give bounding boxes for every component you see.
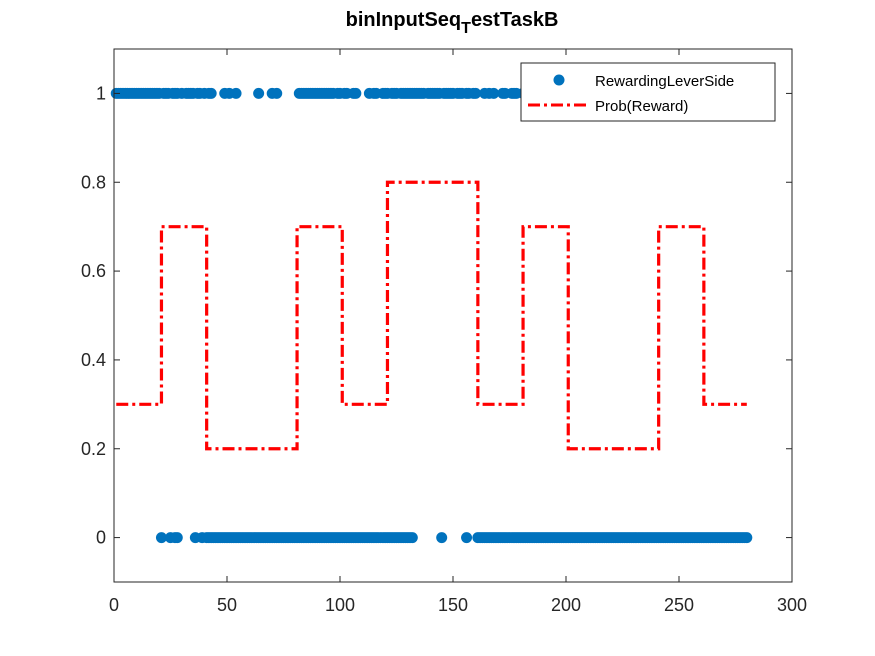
x-tick-label: 300 bbox=[777, 595, 807, 615]
legend-box bbox=[520, 62, 776, 122]
rewarding-lever-side-point bbox=[271, 87, 283, 99]
x-tick-label: 0 bbox=[109, 595, 119, 615]
legend: RewardingLeverSide Prob(Reward) bbox=[520, 62, 776, 122]
y-tick-label: 0 bbox=[96, 528, 106, 548]
y-tick-label: 0.2 bbox=[81, 439, 106, 459]
rewarding-lever-side-point bbox=[205, 87, 217, 99]
chart-title-main: binInputSeq bbox=[346, 9, 462, 31]
plot-area bbox=[114, 49, 792, 582]
x-tick-label: 50 bbox=[217, 595, 237, 615]
legend-label-prob-reward: Prob(Reward) bbox=[595, 98, 688, 115]
y-tick-label: 1 bbox=[96, 83, 106, 103]
chart-title-suffix: estTaskB bbox=[471, 9, 558, 31]
y-tick-label: 0.6 bbox=[81, 261, 106, 281]
rewarding-lever-side-point bbox=[488, 87, 500, 99]
rewarding-lever-side-point bbox=[470, 87, 482, 99]
legend-marker-rewarding-lever-side bbox=[553, 74, 565, 86]
rewarding-lever-side-point bbox=[171, 532, 183, 544]
prob-reward-line-group bbox=[116, 180, 747, 451]
chart-title: binInputSeqTestTaskB bbox=[346, 9, 559, 37]
x-tick-label: 250 bbox=[664, 595, 694, 615]
rewarding-lever-side-point bbox=[350, 87, 362, 99]
y-tick-label: 0.4 bbox=[81, 350, 106, 370]
rewarding-lever-side-point bbox=[230, 87, 242, 99]
prob-reward-step-line bbox=[116, 180, 747, 451]
rewarding-lever-side-point bbox=[253, 87, 265, 99]
y-tick-label: 0.8 bbox=[81, 172, 106, 192]
legend-label-rewarding-lever-side: RewardingLeverSide bbox=[595, 73, 734, 90]
rewarding-lever-side-points-group bbox=[110, 87, 753, 544]
rewarding-lever-side-point bbox=[741, 532, 753, 544]
axis-ticks-group: 0 50 100 150 200 250 300 0 0.2 0.4 0.6 0.8 1 bbox=[81, 49, 807, 615]
rewarding-lever-side-point bbox=[461, 532, 473, 544]
x-tick-label: 150 bbox=[438, 595, 468, 615]
chart-title-subscript: T bbox=[461, 20, 471, 37]
rewarding-lever-side-point bbox=[406, 532, 418, 544]
x-tick-label: 100 bbox=[325, 595, 355, 615]
rewarding-lever-side-point bbox=[155, 532, 167, 544]
x-tick-label: 200 bbox=[551, 595, 581, 615]
rewarding-lever-side-point bbox=[436, 532, 448, 544]
